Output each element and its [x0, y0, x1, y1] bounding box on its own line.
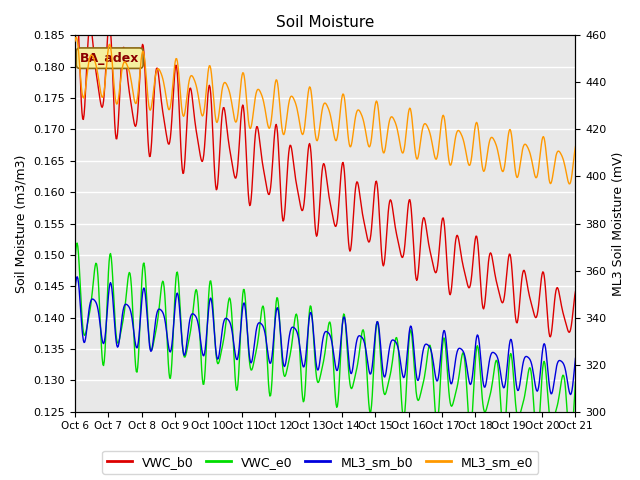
Y-axis label: Soil Moisture (m3/m3): Soil Moisture (m3/m3): [15, 154, 28, 293]
Legend: VWC_b0, VWC_e0, ML3_sm_b0, ML3_sm_e0: VWC_b0, VWC_e0, ML3_sm_b0, ML3_sm_e0: [102, 451, 538, 474]
Y-axis label: ML3 Soil Moisture (mV): ML3 Soil Moisture (mV): [612, 151, 625, 296]
Text: BA_adex: BA_adex: [80, 52, 140, 65]
Title: Soil Moisture: Soil Moisture: [276, 15, 374, 30]
